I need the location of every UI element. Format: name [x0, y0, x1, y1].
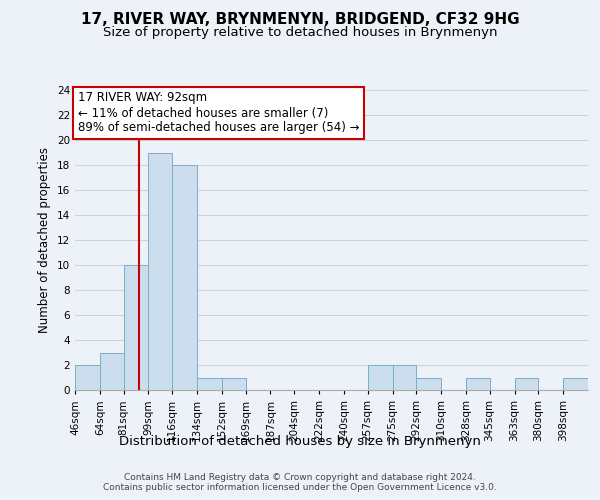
Bar [515, 378, 538, 390]
Bar [392, 365, 416, 390]
Bar [466, 378, 490, 390]
Bar [222, 378, 245, 390]
Bar [100, 352, 124, 390]
Bar [416, 378, 441, 390]
Bar [148, 152, 172, 390]
Bar [124, 265, 148, 390]
Text: 17 RIVER WAY: 92sqm
← 11% of detached houses are smaller (7)
89% of semi-detache: 17 RIVER WAY: 92sqm ← 11% of detached ho… [77, 92, 359, 134]
Bar [172, 165, 197, 390]
Bar [75, 365, 100, 390]
Y-axis label: Number of detached properties: Number of detached properties [38, 147, 52, 333]
Text: 17, RIVER WAY, BRYNMENYN, BRIDGEND, CF32 9HG: 17, RIVER WAY, BRYNMENYN, BRIDGEND, CF32… [80, 12, 520, 28]
Bar [563, 378, 588, 390]
Text: Contains HM Land Registry data © Crown copyright and database right 2024.
Contai: Contains HM Land Registry data © Crown c… [103, 472, 497, 492]
Text: Size of property relative to detached houses in Brynmenyn: Size of property relative to detached ho… [103, 26, 497, 39]
Bar [368, 365, 392, 390]
Bar [197, 378, 222, 390]
Text: Distribution of detached houses by size in Brynmenyn: Distribution of detached houses by size … [119, 435, 481, 448]
